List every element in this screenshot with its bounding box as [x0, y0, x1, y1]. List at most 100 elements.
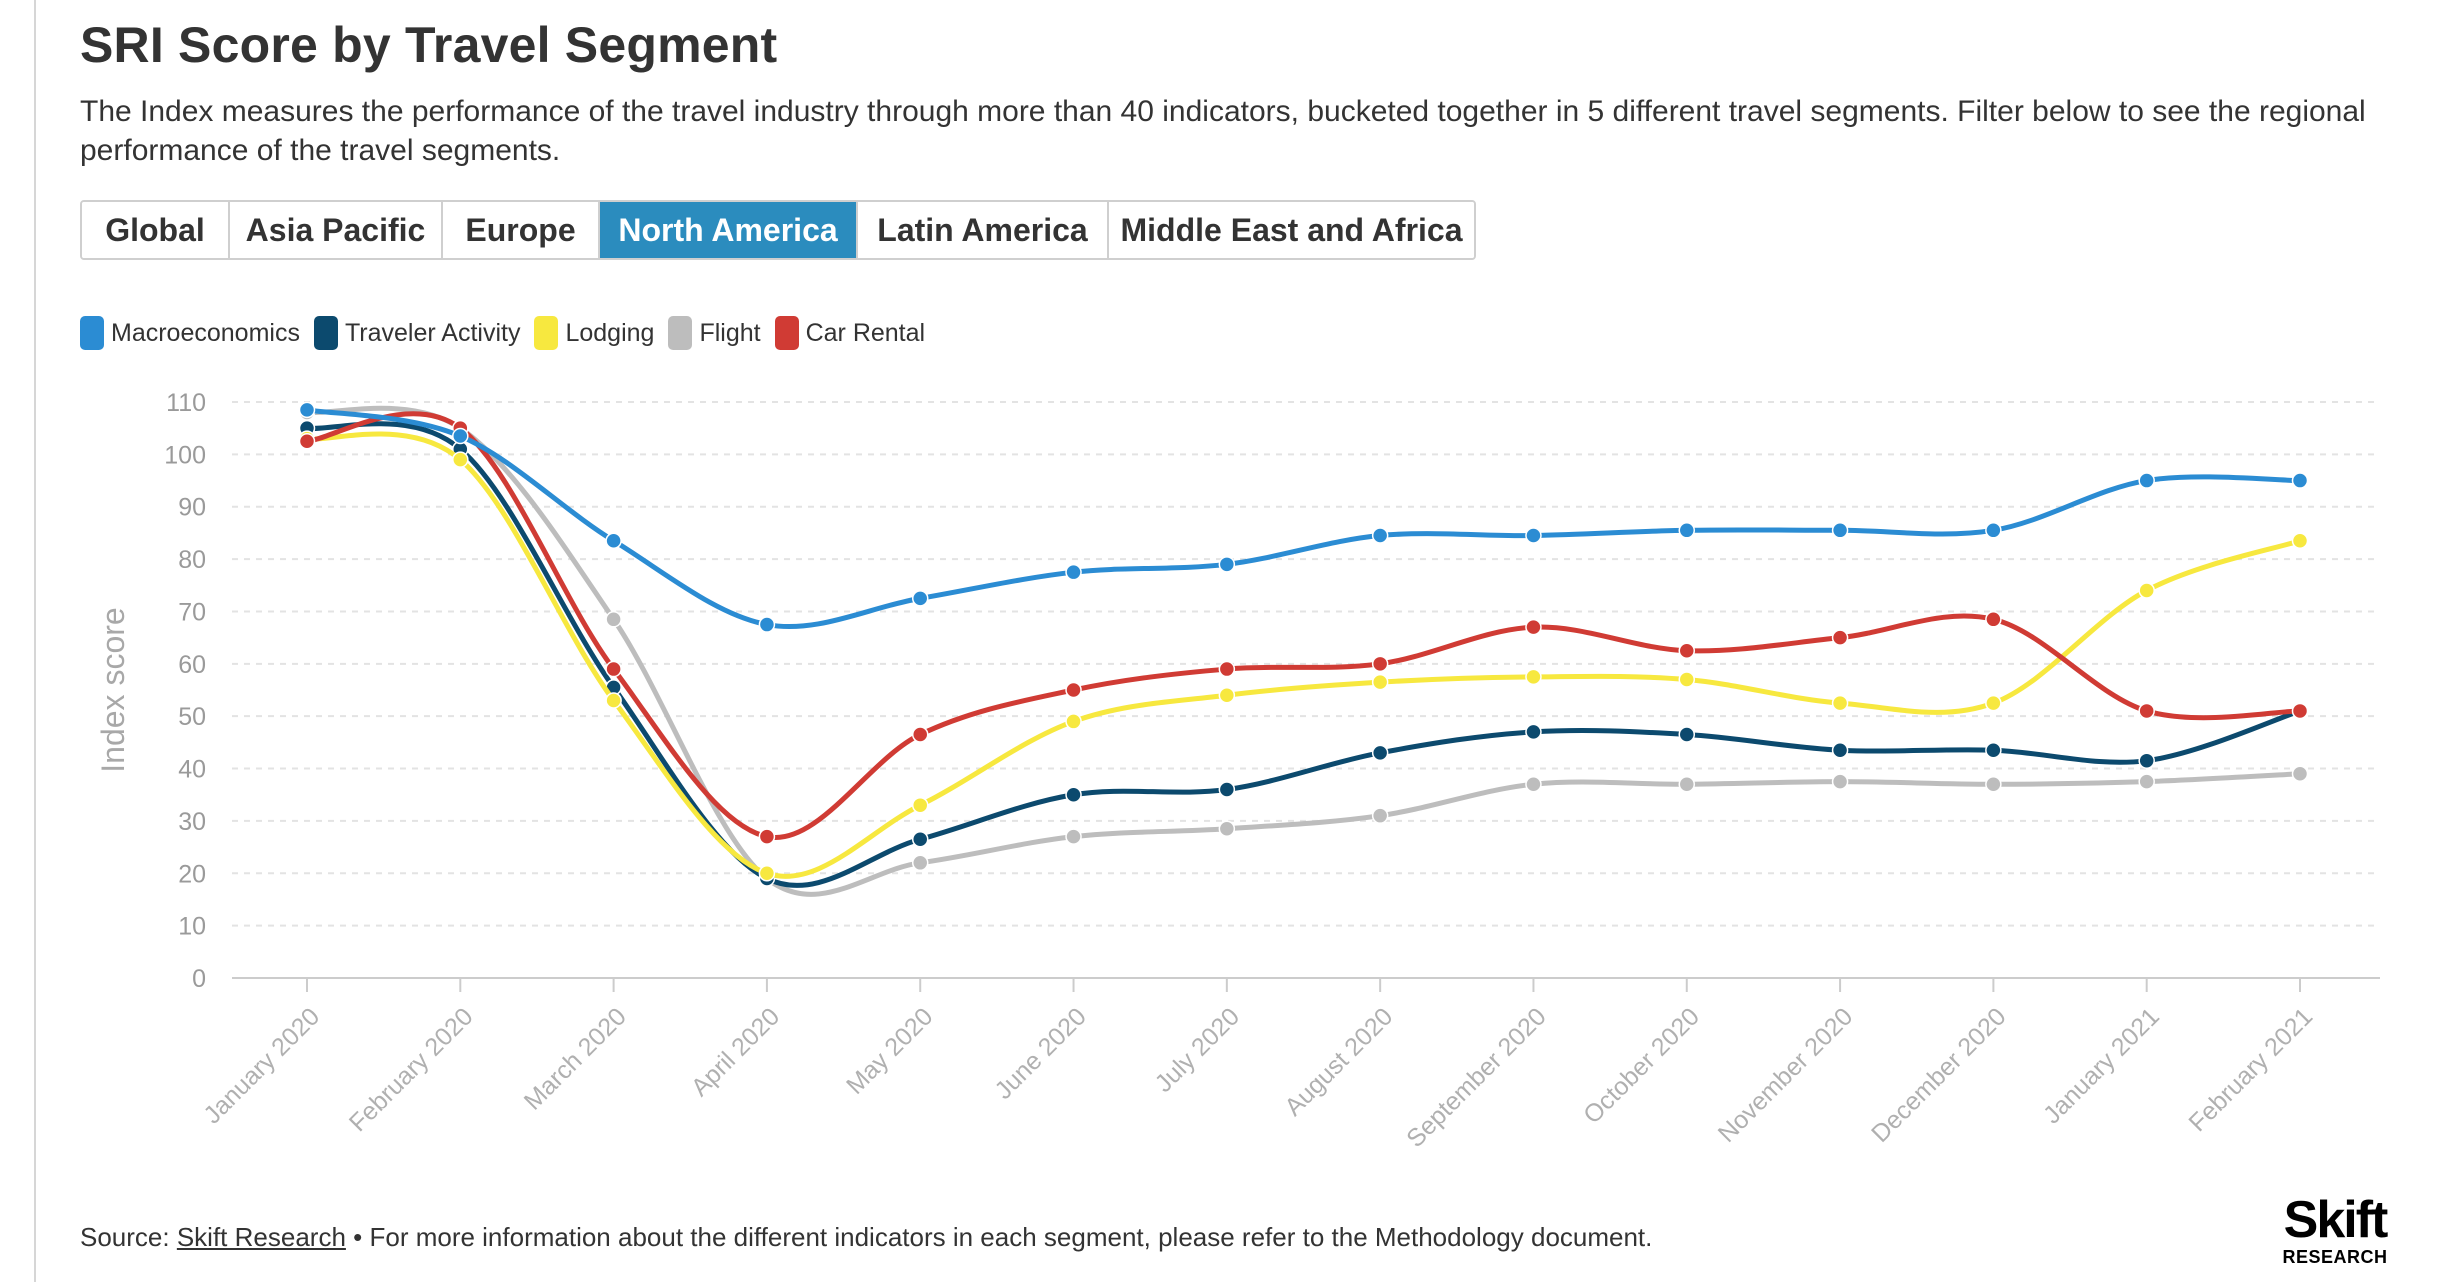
y-tick-label: 30: [178, 808, 206, 836]
data-point-flight: [1831, 773, 1849, 790]
tab-europe[interactable]: Europe: [443, 202, 600, 258]
y-tick-label: 60: [178, 651, 206, 679]
data-point-traveler-activity: [1065, 786, 1082, 803]
data-point-lodging: [1371, 673, 1389, 691]
data-point-flight: [1678, 776, 1696, 793]
legend-swatch: [668, 316, 693, 350]
series-line-macroeconomics: [306, 407, 2301, 630]
data-point-car-rental: [1678, 642, 1696, 659]
data-point-flight: [1525, 776, 1542, 793]
data-point-flight: [2138, 773, 2155, 790]
legend-label: Lodging: [565, 318, 655, 347]
data-point-flight: [1371, 807, 1389, 824]
x-tick-label: May 2020: [841, 1002, 938, 1099]
data-point-macroeconomics: [1525, 527, 1542, 544]
y-tick-label: 20: [178, 860, 206, 888]
y-tick-label: 110: [166, 389, 206, 417]
y-tick-label: 40: [178, 756, 206, 784]
source-note: • For more information about the differe…: [345, 1222, 1653, 1252]
x-tick-label: January 2021: [2038, 1002, 2165, 1129]
data-point-flight: [1218, 820, 1236, 838]
data-point-traveler-activity: [1371, 744, 1389, 762]
tab-asia-pacific[interactable]: Asia Pacific: [230, 202, 443, 258]
data-point-car-rental: [1371, 655, 1389, 673]
data-point-car-rental: [1831, 629, 1849, 646]
page-title: SRI Score by Travel Segment: [80, 17, 778, 73]
legend-swatch: [774, 316, 799, 350]
page-subtitle: The Index measures the performance of th…: [80, 95, 2366, 167]
y-tick-label: 90: [178, 494, 206, 522]
legend-swatch: [313, 316, 338, 350]
data-point-lodging: [1218, 686, 1236, 704]
data-point-car-rental: [758, 828, 776, 845]
data-point-macroeconomics: [2291, 472, 2309, 489]
data-point-car-rental: [298, 433, 316, 450]
x-tick-label: March 2020: [519, 1002, 632, 1115]
legend-label: Flight: [699, 318, 761, 347]
x-tick-label: November 2020: [1713, 1002, 1859, 1148]
data-point-lodging: [2138, 582, 2155, 599]
data-point-macroeconomics: [1678, 522, 1696, 539]
x-tick-label: September 2020: [1401, 1002, 1552, 1153]
skift-research-logo: Skift RESEARCH: [2270, 1194, 2400, 1266]
x-tick-label: October 2020: [1578, 1002, 1705, 1129]
data-point-lodging: [1985, 694, 2002, 712]
legend-label: Traveler Activity: [344, 318, 521, 347]
chart-card: [34, 0, 2450, 1282]
tab-middle-east-africa[interactable]: Middle East and Africa: [1109, 202, 1474, 258]
legend-swatch: [534, 316, 559, 350]
data-point-flight: [1065, 828, 1082, 845]
x-tick-label: July 2020: [1150, 1002, 1245, 1097]
data-point-traveler-activity: [2138, 752, 2155, 769]
x-tick-label: December 2020: [1866, 1002, 2012, 1148]
data-point-traveler-activity: [1678, 726, 1696, 743]
data-point-macroeconomics: [1218, 556, 1236, 573]
source-link[interactable]: Skift Research: [176, 1222, 346, 1252]
y-tick-label: 10: [178, 913, 206, 941]
source-prefix: Source:: [80, 1222, 170, 1252]
logo-wordmark: Skift: [2283, 1191, 2389, 1249]
data-point-macroeconomics: [758, 616, 776, 633]
data-point-car-rental: [605, 660, 622, 678]
data-point-lodging: [605, 692, 622, 709]
data-point-traveler-activity: [1218, 781, 1236, 798]
data-point-lodging: [1065, 713, 1082, 730]
data-point-lodging: [452, 451, 469, 468]
data-point-macroeconomics: [452, 427, 469, 445]
data-point-macroeconomics: [1985, 522, 2002, 539]
data-point-macroeconomics: [1065, 563, 1082, 581]
data-point-car-rental: [1525, 618, 1542, 636]
x-tick-label: August 2020: [1279, 1002, 1398, 1121]
data-point-macroeconomics: [911, 590, 929, 607]
legend-item-flight[interactable]: Flight: [668, 316, 761, 350]
data-point-lodging: [758, 865, 776, 882]
legend-item-car-rental[interactable]: Car Rental: [774, 316, 926, 350]
region-tabs: Global Asia Pacific Europe North America…: [80, 200, 1476, 260]
x-tick-label: June 2020: [989, 1002, 1091, 1104]
legend-item-traveler-activity[interactable]: Traveler Activity: [313, 316, 521, 350]
tab-north-america[interactable]: North America: [600, 202, 858, 258]
x-tick-label: February 2020: [344, 1002, 479, 1137]
y-axis-title: Index score: [95, 607, 131, 772]
y-tick-label: 80: [178, 546, 206, 574]
data-point-flight: [911, 854, 929, 872]
data-point-flight: [1985, 776, 2002, 793]
x-tick-label: January 2020: [198, 1002, 325, 1129]
tab-latin-america[interactable]: Latin America: [858, 202, 1109, 258]
logo-subtitle: RESEARCH: [2282, 1247, 2388, 1267]
legend-item-lodging[interactable]: Lodging: [534, 316, 654, 350]
legend-item-macroeconomics[interactable]: Macroeconomics: [80, 316, 300, 350]
data-point-macroeconomics: [298, 401, 316, 419]
data-point-lodging: [2291, 532, 2309, 550]
legend-label: Car Rental: [805, 318, 926, 347]
data-point-traveler-activity: [1525, 723, 1542, 741]
data-point-car-rental: [2138, 702, 2155, 720]
data-point-lodging: [1525, 668, 1542, 686]
data-point-lodging: [911, 796, 929, 814]
data-point-car-rental: [911, 726, 929, 743]
data-point-macroeconomics: [605, 532, 622, 550]
data-point-car-rental: [1985, 611, 2002, 628]
tab-global[interactable]: Global: [82, 202, 230, 258]
chart-footer: Source: Skift Research • For more inform…: [80, 1222, 1652, 1253]
